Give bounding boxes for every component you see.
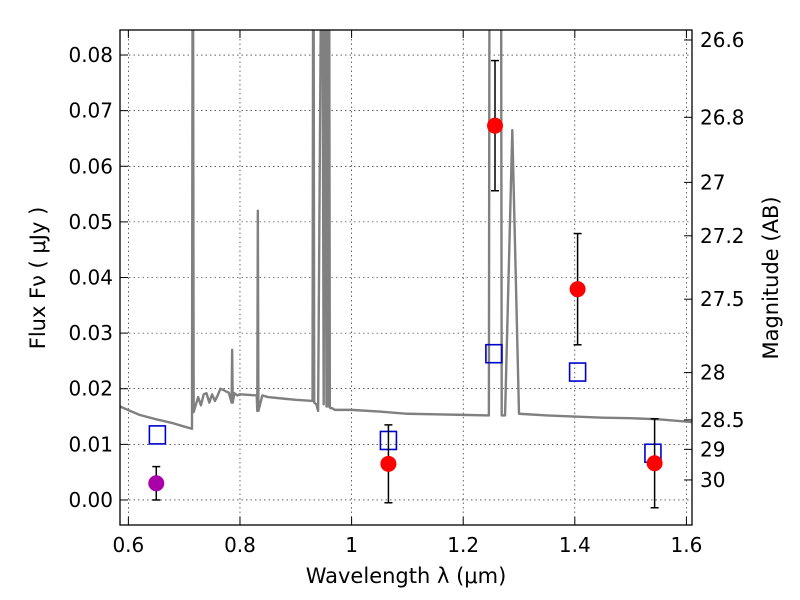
x-tick-label: 1.4: [559, 533, 591, 557]
right-tick-label: 26.8: [700, 105, 745, 129]
right-tick-label: 27.5: [700, 287, 745, 311]
x-tick-label: 0.8: [224, 533, 256, 557]
x-axis-label: Wavelength λ (μm): [306, 564, 507, 588]
y-tick-label: 0.03: [68, 321, 113, 345]
right-tick-label: 28: [700, 361, 725, 385]
data-layer: [120, 30, 692, 509]
right-tick-label: 30: [700, 468, 725, 492]
y-tick-label: 0.08: [68, 43, 113, 67]
model-flux-square: [568, 362, 587, 382]
right-tick-label: 28.5: [700, 408, 745, 432]
right-tick-label: 29: [700, 437, 725, 461]
measured-flux-point: [380, 455, 397, 472]
y-tick-label: 0.06: [68, 154, 113, 178]
right-tick-label: 26.6: [700, 28, 745, 52]
model-flux-square: [485, 343, 503, 364]
model-flux-square: [148, 425, 167, 445]
measured-flux-point: [487, 117, 504, 134]
measured-flux-point: [569, 281, 586, 298]
right-tick-label: 27: [700, 170, 725, 194]
model-spectrum-line: [120, 30, 692, 430]
right-axis-label: Magnitude (AB): [759, 196, 783, 359]
limit-flux-point: [148, 475, 165, 492]
x-tick-label: 1.6: [671, 533, 703, 557]
x-tick-label: 0.6: [112, 533, 144, 557]
y-tick-label: 0.05: [68, 210, 113, 234]
y-tick-label: 0.07: [68, 99, 113, 123]
measured-flux-point: [646, 455, 663, 472]
y-axis-label: Flux Fν ( μJy ): [26, 207, 50, 350]
y-tick-label: 0.00: [68, 488, 113, 512]
y-tick-label: 0.02: [68, 377, 113, 401]
x-tick-label: 1: [345, 533, 358, 557]
y-tick-label: 0.01: [68, 432, 113, 456]
x-tick-label: 1.2: [447, 533, 479, 557]
grid: [120, 30, 692, 525]
y-tick-label: 0.04: [68, 266, 113, 290]
right-tick-label: 27.2: [700, 224, 745, 248]
axis-layer: 0.6 0.8 1 1.2 1.4 1.6 0.00 0.01 0.02 0.03 0.04 0.05…: [68, 28, 744, 557]
